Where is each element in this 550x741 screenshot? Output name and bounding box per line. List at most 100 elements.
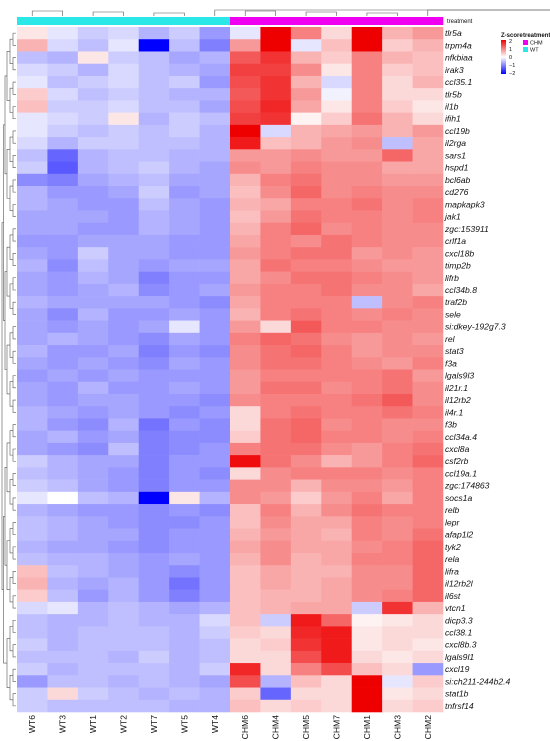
- heatmap-cell: [47, 100, 79, 113]
- heatmap-cell: [382, 589, 413, 603]
- heatmap-cell: [77, 675, 109, 688]
- heatmap-cell: [199, 271, 231, 285]
- heatmap-cell: [138, 173, 170, 187]
- heatmap-cell: [17, 675, 48, 688]
- heatmap-cell: [77, 381, 109, 395]
- heatmap-cell: [382, 528, 413, 542]
- heatmap-cell: [108, 198, 140, 211]
- heatmap-cell: [17, 467, 48, 480]
- heatmap-cell: [351, 173, 383, 187]
- heatmap-cell: [351, 565, 383, 578]
- heatmap-cell: [169, 186, 200, 199]
- heatmap-cell: [230, 577, 261, 590]
- heatmap-cell: [199, 601, 231, 615]
- heatmap-cell: [230, 638, 261, 652]
- heatmap-cell: [260, 210, 292, 224]
- heatmap-cell: [47, 271, 79, 285]
- heatmap-cell: [290, 137, 322, 150]
- dendrogram-branch: [6, 246, 10, 297]
- heatmap-cell: [412, 100, 444, 113]
- heatmap-cell: [108, 75, 140, 89]
- heatmap-cell: [17, 565, 48, 578]
- heatmap-cell: [351, 614, 383, 627]
- heatmap-cell: [290, 381, 322, 395]
- heatmap-cell: [138, 308, 170, 321]
- heatmap-cell: [169, 320, 200, 334]
- heatmap-cell: [412, 406, 444, 419]
- heatmap-cell: [230, 51, 261, 64]
- heatmap-cell: [321, 442, 353, 456]
- heatmap-cell: [382, 222, 413, 236]
- heatmap-cell: [382, 516, 413, 529]
- heatmap-cell: [47, 247, 79, 260]
- annotation-cell: [17, 17, 48, 25]
- heatmap-cell: [412, 247, 444, 260]
- gene-label: stat1b: [445, 689, 469, 699]
- heatmap-cell: [199, 234, 231, 248]
- heatmap-cell: [290, 479, 322, 493]
- heatmap-cell: [169, 467, 200, 480]
- heatmap-cell: [321, 393, 353, 407]
- heatmap-cell: [351, 51, 383, 64]
- dendrogram-branch: [6, 540, 10, 590]
- heatmap-cell: [108, 332, 140, 346]
- heatmap-cell: [382, 467, 413, 480]
- heatmap-cell: [230, 271, 261, 285]
- heatmap-cell: [260, 27, 292, 40]
- heatmap-cell: [199, 418, 231, 431]
- heatmap-cell: [321, 88, 353, 101]
- heatmap-cell: [77, 124, 109, 138]
- gene-label: il2rga: [445, 138, 466, 148]
- heatmap-cell: [199, 699, 231, 713]
- heatmap-cell: [77, 589, 109, 603]
- heatmap-cell: [230, 650, 261, 664]
- dendrogram-branch: [12, 252, 16, 266]
- heatmap-cell: [199, 491, 231, 505]
- heatmap-cell: [47, 381, 79, 395]
- heatmap-cell: [138, 259, 170, 272]
- heatmap-cell: [230, 442, 261, 456]
- heatmap-cell: [321, 75, 353, 89]
- heatmap-cell: [47, 467, 79, 480]
- heatmap-cell: [108, 406, 140, 419]
- heatmap-cell: [412, 137, 444, 150]
- gene-label: il6st: [445, 591, 461, 601]
- heatmap-cell: [321, 650, 353, 664]
- heatmap-cell: [17, 345, 48, 358]
- heatmap-cell: [138, 63, 170, 77]
- heatmap-cell: [47, 27, 79, 40]
- heatmap-cell: [17, 100, 48, 113]
- gene-label: rel: [445, 334, 456, 344]
- heatmap-cell: [77, 504, 109, 517]
- heatmap-cell: [230, 467, 261, 480]
- annotation-cell: [108, 17, 140, 25]
- heatmap-cell: [230, 663, 261, 676]
- dendrogram-branch: [12, 644, 16, 658]
- dendrogram-branch: [12, 546, 16, 560]
- gene-label: socs1a: [445, 493, 472, 503]
- heatmap-cell: [351, 124, 383, 138]
- heatmap-cell: [138, 614, 170, 627]
- heatmap-cell: [47, 234, 79, 248]
- heatmap-cell: [230, 699, 261, 713]
- heatmap-cell: [351, 149, 383, 162]
- heatmap-cell: [199, 357, 231, 370]
- heatmap-cell: [412, 393, 444, 407]
- heatmap-cell: [108, 100, 140, 113]
- heatmap-cell: [169, 504, 200, 517]
- heatmap-cell: [321, 369, 353, 383]
- heatmap-cell: [17, 51, 48, 64]
- heatmap-cell: [17, 137, 48, 150]
- sample-label: WT4: [210, 715, 220, 733]
- gene-label: lepr: [445, 517, 460, 527]
- heatmap-cell: [230, 675, 261, 688]
- heatmap-cell: [108, 369, 140, 383]
- heatmap-cell: [290, 149, 322, 162]
- dendrogram-branch: [9, 332, 13, 358]
- heatmap-cell: [169, 393, 200, 407]
- heatmap-cell: [351, 88, 383, 101]
- heatmap-cell: [260, 124, 292, 138]
- heatmap-cell: [382, 112, 413, 126]
- heatmap-cell: [260, 198, 292, 211]
